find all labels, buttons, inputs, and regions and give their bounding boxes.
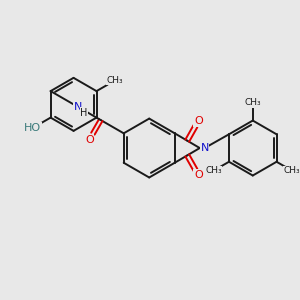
Text: CH₃: CH₃ bbox=[244, 98, 261, 107]
Text: O: O bbox=[85, 135, 94, 145]
Text: N: N bbox=[74, 102, 82, 112]
Text: H: H bbox=[80, 108, 87, 118]
Text: HO: HO bbox=[24, 123, 41, 133]
Text: N: N bbox=[200, 143, 209, 153]
Text: CH₃: CH₃ bbox=[107, 76, 124, 85]
Text: CH₃: CH₃ bbox=[205, 166, 222, 175]
Text: O: O bbox=[194, 170, 203, 180]
Text: O: O bbox=[194, 116, 203, 126]
Text: CH₃: CH₃ bbox=[284, 166, 300, 175]
